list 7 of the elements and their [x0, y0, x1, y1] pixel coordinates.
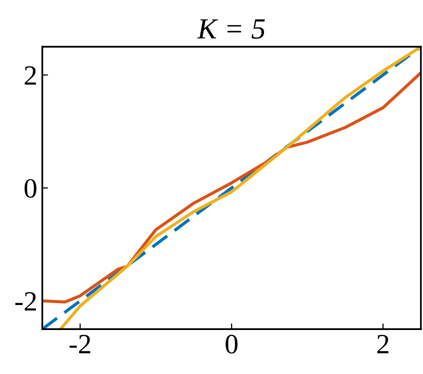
x-tick-label: 0: [226, 334, 238, 354]
y-tick-label: 2: [24, 66, 36, 85]
chart-title: K = 5: [197, 19, 265, 39]
y-tick-label: -2: [15, 292, 36, 311]
x-tick-label: 2: [377, 334, 388, 354]
y-tick-label: 0: [24, 179, 36, 198]
x-tick-label: -2: [70, 334, 90, 354]
